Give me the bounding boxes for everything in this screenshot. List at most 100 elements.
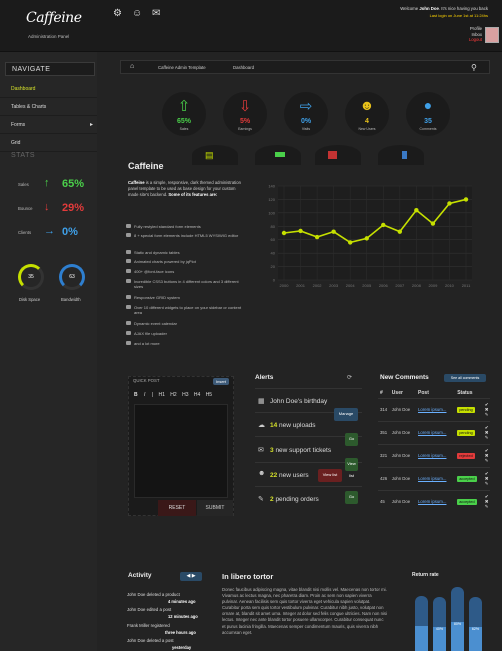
reset-button[interactable]: RESET	[158, 500, 196, 516]
post-textarea[interactable]	[134, 404, 228, 498]
manage-button[interactable]: Manage	[334, 408, 358, 421]
go-button[interactable]: Go	[345, 433, 358, 446]
row-actions[interactable]: ✔ ✖ ✎	[482, 397, 490, 421]
bold-button[interactable]: B	[134, 392, 138, 398]
h4-button[interactable]: H4	[193, 392, 201, 398]
sidebar-item-grid[interactable]: Grid	[0, 136, 97, 152]
user-menu: Profile Inbox Logout	[469, 26, 482, 43]
sidebar-item-tables-charts[interactable]: Tables & Charts	[0, 100, 97, 116]
italic-button[interactable]: I	[144, 392, 146, 398]
h2-button[interactable]: H2	[170, 392, 177, 398]
search-icon[interactable]: ⚲	[471, 63, 477, 72]
article-title: In libero tortor	[222, 572, 274, 581]
bandwidth-label: Bandwidth	[61, 297, 81, 302]
return-rate-fill	[415, 626, 428, 651]
y-tick-label: 140	[268, 184, 275, 189]
comments-table: # User Post Status 314 John Doe Lorem ip…	[378, 388, 490, 513]
arrow-right-icon: →	[44, 225, 55, 237]
logo[interactable]: Caffeine	[26, 10, 82, 26]
activity-pager[interactable]: ◀ ▶	[180, 572, 202, 581]
profile-link[interactable]: Profile	[469, 26, 482, 31]
x-tick-label: 2002	[313, 283, 323, 288]
x-tick-label: 2001	[296, 283, 306, 288]
x-tick-label: 2005	[362, 283, 372, 288]
stats-title: STATS	[11, 152, 36, 159]
return-rate-fill	[469, 627, 482, 651]
return-rate-chart: 40% 80% 62%	[410, 584, 484, 651]
mail-icon[interactable]: ✉	[152, 8, 161, 19]
stat-circle-value: 5%	[239, 118, 251, 125]
x-tick-label: 2011	[462, 283, 471, 288]
activity-time: 12 minutes ago	[168, 614, 198, 619]
line-chart: 0 20 40 60 80 100 120 140 2000 2001 2002 2003 2004 20…	[268, 184, 472, 288]
insert-button[interactable]: Insert	[213, 378, 229, 385]
divider	[255, 436, 362, 437]
stat-circle-value: 65%	[176, 118, 191, 125]
h1-button[interactable]: H1	[158, 392, 165, 398]
feature-item: Responsive GRID system	[126, 295, 244, 300]
activity-item: John Doe deleted a post	[127, 638, 174, 643]
arrow-up-icon: ⇧	[177, 98, 191, 115]
article-text: Donec faucibus adipiscing magna, vitae b…	[222, 587, 388, 635]
alerts-title: Alerts	[255, 374, 274, 381]
users-icon[interactable]: ☺	[132, 8, 143, 19]
breadcrumb-item-template[interactable]: Caffeine Admin Template	[158, 65, 206, 70]
feature-item: Dynamic event calendar	[126, 321, 244, 326]
h5-button[interactable]: H5	[205, 392, 213, 398]
alert-tickets: 3 new support tickets	[270, 447, 332, 454]
stat-circle-label: New Users	[358, 127, 376, 131]
table-row: 426 John Doe Lorem ipsum... accepted ✔ ✖ ✎	[378, 466, 490, 490]
feature-item: Static and dynamic tables	[126, 250, 244, 255]
row-actions[interactable]: ✔ ✖ ✎	[482, 489, 490, 513]
post-link[interactable]: Lorem ipsum...	[418, 453, 447, 458]
table-header: # User Post Status	[378, 388, 490, 398]
welcome-user[interactable]: John Doe	[419, 6, 439, 11]
breadcrumb-item-dashboard[interactable]: Dashboard	[233, 65, 255, 70]
submit-button[interactable]: SUBMIT	[197, 500, 233, 516]
data-point	[414, 207, 419, 213]
avatar[interactable]	[485, 27, 499, 43]
return-rate-fill	[433, 627, 446, 651]
gear-icon[interactable]: ⚙	[113, 8, 122, 19]
status-badge: accepted	[457, 498, 477, 505]
post-link[interactable]: Lorem ipsum...	[418, 407, 447, 412]
refresh-icon[interactable]: ⟳	[347, 375, 353, 381]
sidebar-item-forms[interactable]: Forms ▸	[0, 118, 97, 134]
inbox-link[interactable]: Inbox	[471, 31, 482, 37]
see-all-comments-button[interactable]: See all comments	[444, 374, 486, 382]
arrow-down-icon: ↓	[44, 201, 50, 213]
row-actions[interactable]: ✔ ✖ ✎	[482, 420, 490, 444]
feature-item: and a lot more	[126, 341, 244, 346]
sidebar-item-dashboard[interactable]: Dashboard	[0, 82, 97, 98]
post-link[interactable]: Lorem ipsum...	[418, 476, 447, 481]
return-rate-label: 62%	[471, 627, 480, 631]
data-point	[381, 222, 386, 228]
plot-area	[278, 186, 472, 280]
stat-label-clients: Clients	[18, 230, 32, 235]
chevron-left-icon[interactable]: ◀	[186, 573, 191, 579]
arrow-up-icon: ↑	[44, 177, 50, 189]
home-icon[interactable]: ⌂	[130, 63, 135, 70]
comments-icon: ●	[423, 97, 433, 113]
bandwidth-ring: 63	[59, 264, 85, 290]
chevron-right-icon[interactable]: ▶	[191, 573, 196, 579]
stat-circle-comments: ● 35 Comments	[406, 92, 450, 136]
post-link[interactable]: Lorem ipsum...	[418, 430, 447, 435]
view-list-button[interactable]: View list	[318, 469, 342, 482]
go-button[interactable]: View list	[345, 458, 358, 478]
row-actions[interactable]: ✔ ✖ ✎	[482, 443, 490, 467]
h3-button[interactable]: H3	[182, 392, 189, 398]
logout-link[interactable]: Logout	[468, 37, 482, 43]
y-tick-label: 80	[271, 224, 276, 229]
disk-space-label: Disk Space	[19, 297, 41, 302]
edit-icon: ✎	[258, 496, 264, 503]
intro-title: Caffeine	[128, 161, 164, 171]
speech-icon: ✉	[258, 447, 264, 454]
row-actions[interactable]: ✔ ✖ ✎	[482, 466, 490, 490]
feature-item: Animated charts powered by jqPlot	[126, 259, 244, 264]
calendar-icon: ▦	[258, 398, 265, 405]
post-link[interactable]: Lorem ipsum...	[418, 499, 447, 505]
column-id: #	[380, 389, 383, 396]
status-badge: pending	[457, 406, 475, 413]
go-button[interactable]: Go	[345, 491, 358, 504]
